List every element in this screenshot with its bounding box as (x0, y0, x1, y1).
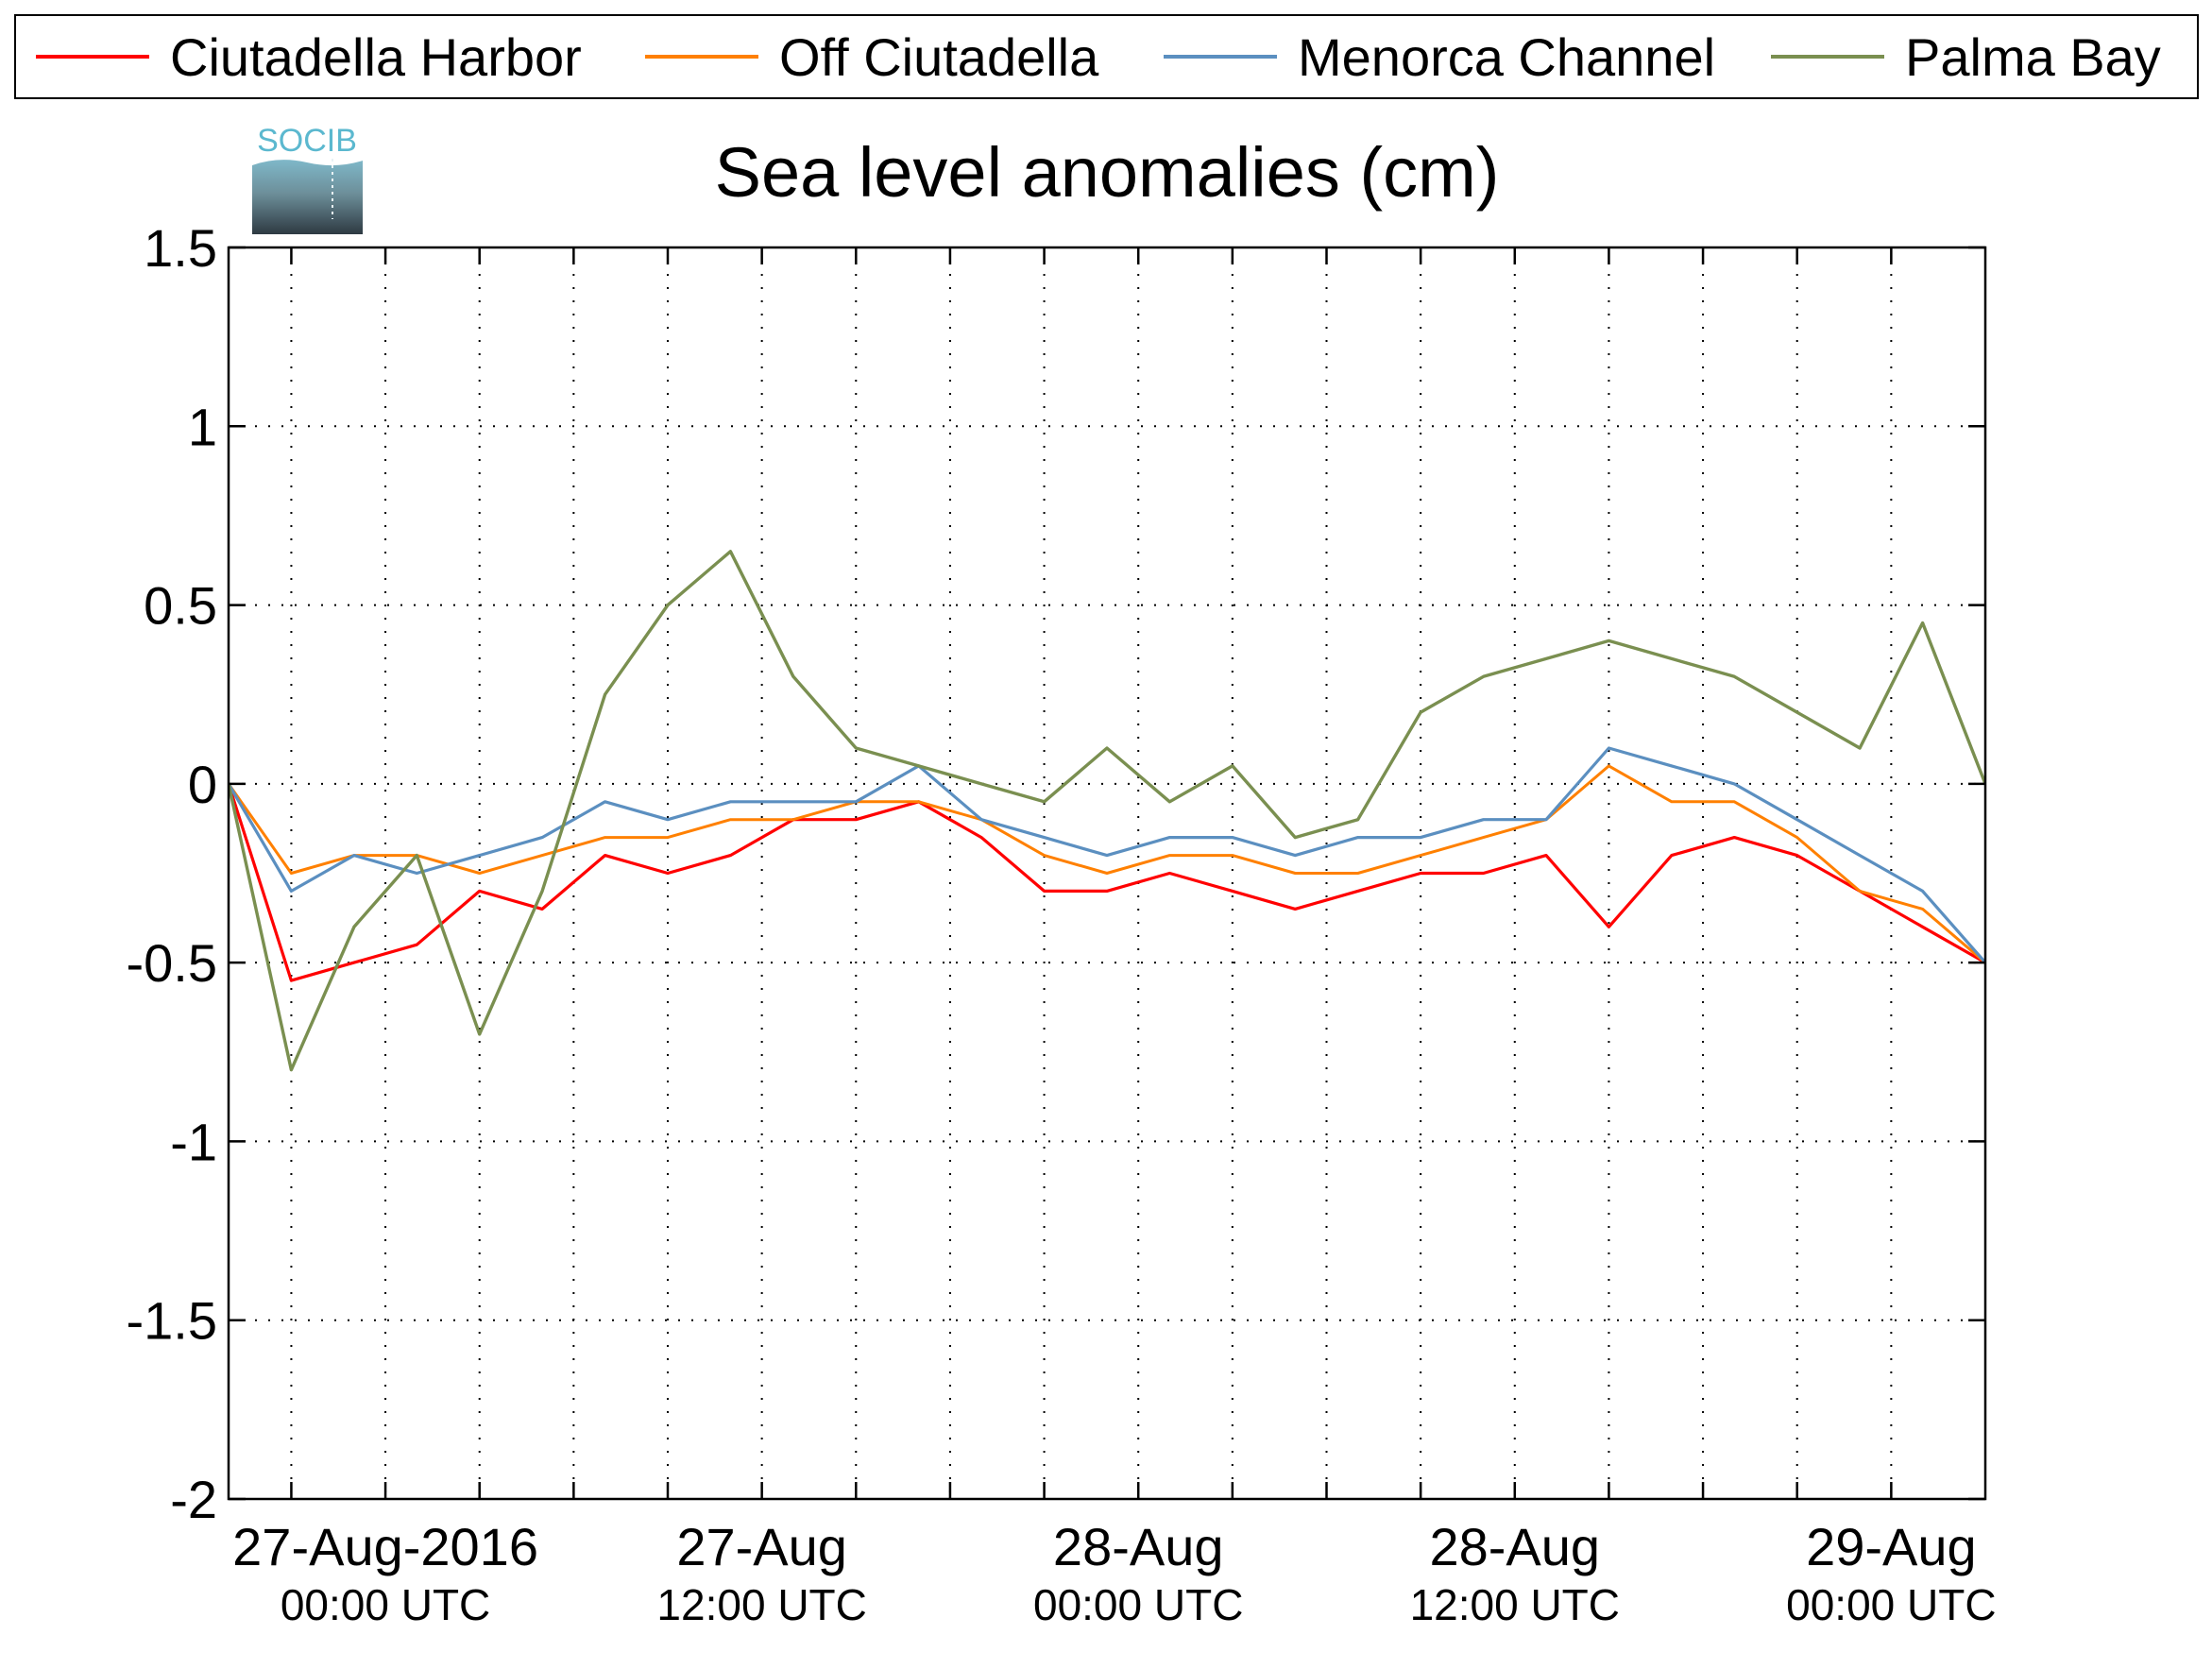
y-tick-label: 0.5 (144, 576, 217, 636)
socib-logo: SOCIB (252, 123, 363, 234)
y-tick-label: 1.5 (144, 218, 217, 278)
legend-entry-palma-bay: Palma Bay (1771, 27, 2161, 87)
plot-frame (227, 246, 1987, 1501)
x-tick-label: 29-Aug (1806, 1517, 1977, 1576)
legend-label-menorca-channel: Menorca Channel (1298, 27, 1715, 87)
x-tick-label: 28-Aug (1053, 1517, 1224, 1576)
x-tick-label: 27-Aug-2016 (232, 1517, 538, 1576)
y-tick-label: 1 (188, 397, 217, 456)
x-tick-sublabel: 00:00 UTC (1033, 1580, 1243, 1629)
legend-entry-ciutadella-harbor: Ciutadella Harbor (36, 27, 582, 87)
legend-entry-menorca-channel: Menorca Channel (1164, 27, 1715, 87)
x-tick-sublabel: 12:00 UTC (1410, 1580, 1620, 1629)
legend-label-off-ciutadella: Off Ciutadella (779, 27, 1099, 87)
chart-title: Sea level anomalies (cm) (715, 133, 1500, 212)
ticks (229, 246, 1985, 1501)
socib-logo-text: SOCIB (257, 123, 357, 159)
y-tick-label: -1.5 (127, 1291, 218, 1351)
series-layer (228, 550, 1986, 1072)
legend-entry-off-ciutadella: Off Ciutadella (645, 27, 1099, 87)
x-tick-sublabel: 00:00 UTC (1786, 1580, 1996, 1629)
x-tick-sublabel: 00:00 UTC (281, 1580, 490, 1629)
y-tick-label: -0.5 (127, 933, 218, 993)
x-tick-label: 27-Aug (676, 1517, 847, 1576)
x-tick-sublabel: 12:00 UTC (656, 1580, 866, 1629)
legend-label-palma-bay: Palma Bay (1905, 27, 2161, 87)
grid (229, 247, 1985, 1499)
y-tick-label: 0 (188, 755, 217, 814)
legend: Ciutadella Harbor Off Ciutadella Menorca C… (14, 14, 2199, 99)
y-tick-label: -1 (170, 1112, 217, 1171)
y-tick-labels: 1.5 1 0.5 0 -0.5 -1 -1.5 -2 (127, 218, 218, 1529)
legend-label-ciutadella-harbor: Ciutadella Harbor (170, 27, 582, 87)
socib-logo-wave (252, 160, 363, 234)
x-tick-label: 28-Aug (1429, 1517, 1600, 1576)
y-tick-label: -2 (170, 1470, 217, 1529)
